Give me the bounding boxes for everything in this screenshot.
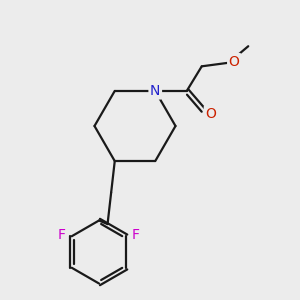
Text: F: F <box>132 228 140 242</box>
Text: O: O <box>229 55 240 68</box>
Text: O: O <box>205 107 216 121</box>
Text: N: N <box>150 84 160 98</box>
Text: F: F <box>58 228 66 242</box>
